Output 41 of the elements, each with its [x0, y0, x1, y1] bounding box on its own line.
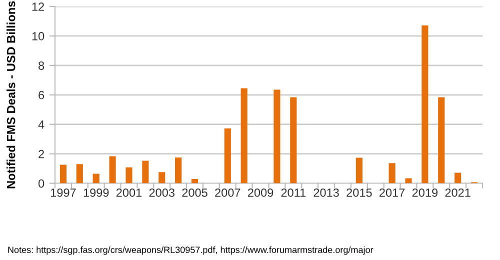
- x-tick-label: 2005: [182, 188, 208, 197]
- x-tick-label: 2017: [380, 188, 405, 197]
- y-tick-label: 8: [38, 61, 44, 70]
- bar: [158, 172, 166, 184]
- y-tick-label: 10: [32, 32, 44, 40]
- bar: [240, 88, 248, 184]
- x-tick-label: 2013: [314, 188, 339, 197]
- bar: [388, 163, 396, 184]
- bar: [356, 158, 362, 184]
- bar: [290, 97, 297, 184]
- bar: [175, 158, 182, 184]
- bar: [142, 160, 149, 184]
- x-tick-label: 2021: [445, 188, 470, 197]
- bar: [191, 179, 198, 184]
- bar: [454, 172, 462, 184]
- bar: [405, 178, 412, 184]
- y-tick-label: 12: [32, 2, 44, 11]
- bar: [109, 156, 116, 184]
- x-tick-label: 2015: [346, 188, 372, 197]
- text: Notes: https://sgp.fas.org/crs/weapons/RL30957.pdf, https://www.forumarmstrade.org/major: [8, 246, 374, 255]
- x-tick-label: 2001: [116, 188, 142, 197]
- bar: [126, 167, 132, 184]
- y-tick-label: 4: [38, 120, 44, 129]
- bar: [224, 128, 231, 184]
- bar: [60, 164, 67, 184]
- x-tick-label: 1999: [84, 188, 109, 197]
- y-tick-label: 6: [38, 90, 44, 100]
- bar: [76, 164, 83, 184]
- y-tick-label: 2: [38, 150, 44, 158]
- y-axis-title: Notified FMS Deals - USD Billions: [6, 1, 16, 188]
- bar: [438, 97, 445, 184]
- x-tick-label: 1997: [50, 188, 76, 197]
- x-tick-label: 2009: [248, 188, 274, 197]
- x-tick-label: 2011: [281, 188, 306, 197]
- bar: [422, 25, 428, 184]
- x-tick-label: 2003: [149, 188, 174, 197]
- bar: [92, 174, 100, 184]
- bar: [274, 90, 280, 184]
- y-tick-label: 0: [38, 179, 44, 188]
- x-tick-label: 2007: [215, 188, 240, 197]
- x-tick-label: 2019: [412, 188, 438, 197]
